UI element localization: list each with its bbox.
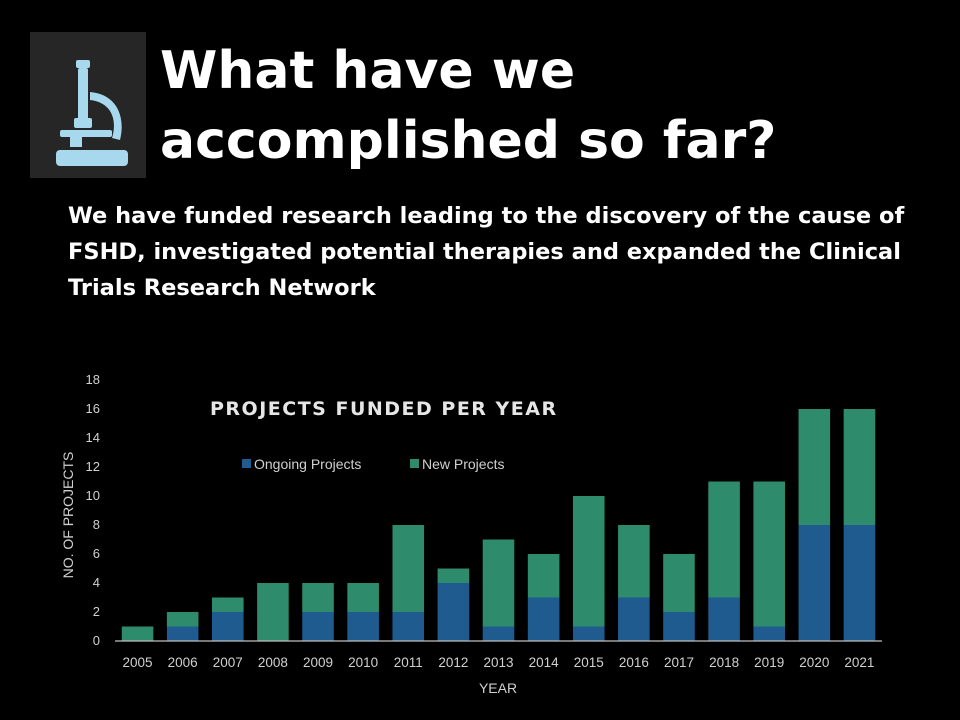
x-tick-label: 2014: [529, 655, 560, 670]
y-tick-label: 12: [86, 459, 100, 474]
x-tick-label: 2008: [258, 655, 288, 670]
y-tick-label: 6: [93, 546, 100, 561]
y-tick-label: 14: [86, 430, 100, 445]
y-tick-label: 8: [93, 517, 100, 532]
legend-label-new: New Projects: [422, 456, 504, 472]
bar-new-2006: [166, 612, 199, 627]
x-tick-label: 2019: [754, 655, 784, 670]
y-tick-label: 16: [86, 401, 100, 416]
x-tick-label: 2021: [844, 655, 874, 670]
chart-svg: 0 2 4 6 8 10 12 14 16 18 2005 2006 2007 2008 2009 2010…: [60, 372, 882, 696]
page-title: What have we accomplished so far?: [160, 36, 920, 176]
bar-ongoing-2010: [347, 612, 379, 641]
legend-label-ongoing: Ongoing Projects: [254, 456, 361, 472]
x-tick-label: 2016: [619, 655, 649, 670]
y-axis-label: NO. OF PROJECTS: [60, 452, 76, 579]
y-tick-label: 10: [86, 488, 100, 503]
bar-new-2016: [618, 525, 650, 598]
bars-group: [121, 409, 876, 641]
bar-new-2021: [843, 409, 876, 525]
bar-ongoing-2021: [843, 525, 876, 641]
x-axis-label: YEAR: [479, 680, 517, 696]
bar-new-2019: [753, 481, 785, 627]
bar-ongoing-2011: [392, 612, 425, 641]
bar-new-2005: [121, 626, 154, 641]
x-tick-label: 2015: [574, 655, 604, 670]
bar-new-2014: [527, 554, 560, 598]
legend-swatch-ongoing: [242, 459, 251, 468]
bar-ongoing-2019: [753, 626, 785, 641]
bar-ongoing-2014: [527, 597, 560, 641]
x-tick-label: 2020: [799, 655, 829, 670]
x-tick-label: 2005: [123, 655, 153, 670]
bar-new-2009: [302, 583, 334, 612]
bar-new-2017: [663, 554, 695, 612]
bar-new-2012: [437, 568, 470, 583]
subtitle: We have funded research leading to the d…: [68, 203, 905, 301]
bar-new-2011: [392, 525, 425, 612]
title-line-1: What have we: [160, 41, 576, 101]
y-tick-label: 2: [93, 604, 100, 619]
bar-ongoing-2006: [166, 626, 199, 641]
x-tick-label: 2017: [664, 655, 694, 670]
x-axis-ticks: 2005 2006 2007 2008 2009 2010 2011 2012 2013 2014…: [123, 655, 875, 670]
x-tick-label: 2007: [213, 655, 243, 670]
x-tick-label: 2013: [483, 655, 513, 670]
bar-new-2007: [212, 597, 244, 612]
x-tick-label: 2018: [709, 655, 739, 670]
x-tick-label: 2012: [438, 655, 468, 670]
x-tick-label: 2009: [303, 655, 333, 670]
y-axis-ticks: 0 2 4 6 8 10 12 14 16 18: [86, 372, 100, 648]
y-tick-label: 4: [93, 575, 100, 590]
projects-chart: 0 2 4 6 8 10 12 14 16 18 2005 2006 2007 2008 2009 2010…: [40, 360, 910, 710]
microscope-icon: [56, 60, 128, 166]
bar-ongoing-2020: [798, 525, 831, 641]
bar-ongoing-2013: [482, 626, 515, 641]
bar-ongoing-2017: [663, 612, 695, 641]
title-line-2: accomplished so far?: [160, 111, 777, 171]
chart-title: PROJECTS FUNDED PER YEAR: [210, 398, 558, 420]
legend-swatch-new: [410, 459, 419, 468]
bar-ongoing-2018: [708, 597, 740, 641]
bar-ongoing-2012: [437, 583, 470, 641]
bar-ongoing-2016: [618, 597, 650, 641]
x-tick-label: 2011: [394, 655, 423, 670]
bar-new-2015: [572, 496, 605, 627]
bar-ongoing-2015: [572, 626, 605, 641]
bar-new-2020: [798, 409, 831, 525]
legend: Ongoing Projects New Projects: [242, 456, 504, 472]
bar-new-2013: [482, 539, 515, 627]
bar-ongoing-2009: [302, 612, 334, 641]
bar-ongoing-2007: [212, 612, 244, 641]
y-tick-label: 0: [93, 633, 100, 648]
x-tick-label: 2010: [348, 655, 378, 670]
microscope-icon-tile: [30, 32, 146, 178]
y-tick-label: 18: [86, 372, 100, 387]
bar-new-2010: [347, 583, 379, 612]
bar-new-2008: [257, 583, 289, 641]
bar-new-2018: [708, 481, 740, 598]
x-tick-label: 2006: [168, 655, 198, 670]
